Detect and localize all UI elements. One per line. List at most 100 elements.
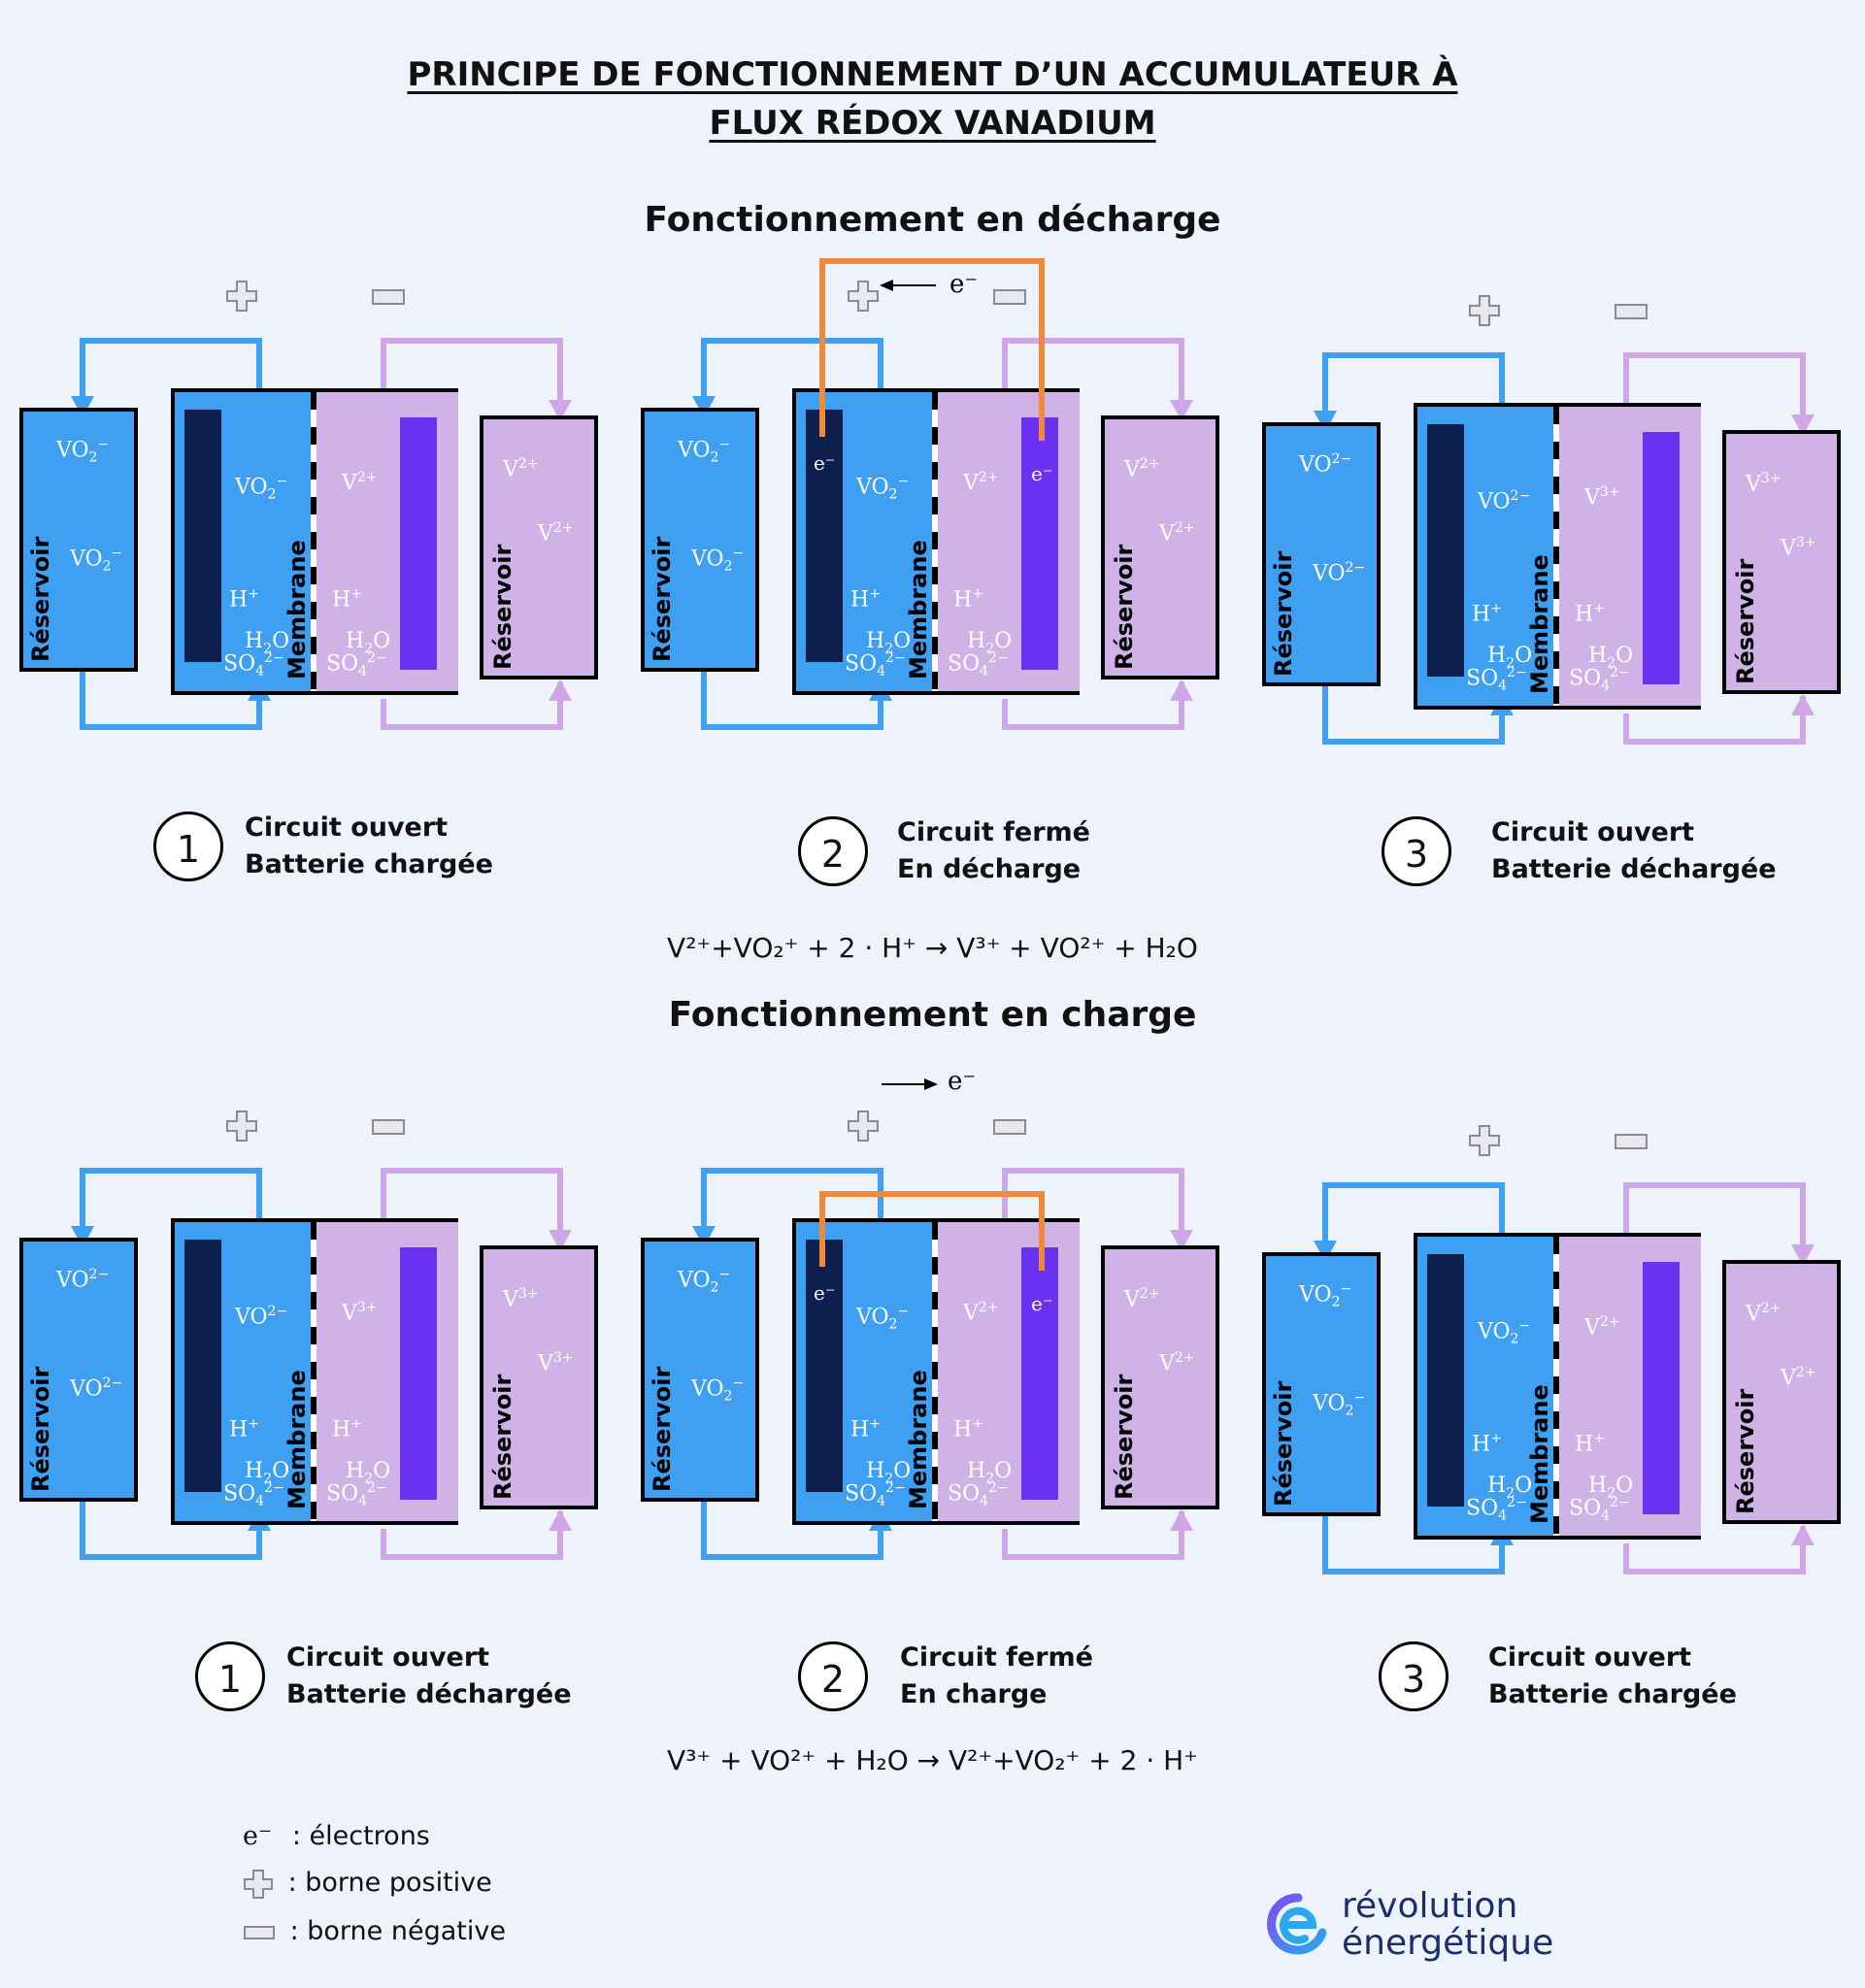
pipe (1322, 352, 1328, 411)
pipe (878, 1168, 883, 1226)
membrane (311, 1222, 316, 1521)
electrochemical-cell: Membrane VO2− V3+ H+ H+ H2O SO42− H2O SO42− (171, 1218, 458, 1525)
plus-terminal-icon (848, 281, 879, 312)
logo-line-2: énergétique (1342, 1923, 1554, 1963)
caption-line-1: Circuit fermé (900, 1642, 1093, 1673)
logo-mark-icon (1267, 1893, 1327, 1955)
flow-arrow-icon (71, 396, 94, 417)
ion-label: VO2− (1478, 488, 1531, 514)
negative-electrode (184, 410, 221, 662)
pipe (1179, 1511, 1184, 1560)
ion-label: V2+ (1584, 1314, 1620, 1341)
minus-terminal-icon (993, 1119, 1026, 1135)
ion-label: SO42− (223, 650, 284, 679)
charge-heading: Fonctionnement en charge (668, 995, 1197, 1035)
electrochemical-cell: Membrane VO2− V3+ H+ H+ H2O SO42− H2O SO42− (1414, 403, 1701, 710)
ion-label: H2O (967, 629, 1013, 657)
ion-label: H2O (346, 629, 391, 657)
positive-electrode (400, 417, 437, 670)
ion-label: H+ (332, 1416, 362, 1442)
membrane-label: Membrane (905, 1370, 932, 1509)
pipe (1623, 352, 1629, 411)
pipe (1623, 1569, 1806, 1574)
flow-arrow-icon (1170, 1509, 1193, 1531)
flow-arrow-icon (71, 1226, 94, 1247)
pipe (1499, 352, 1505, 411)
ion-label: V2+ (342, 470, 378, 496)
caption-line-1: Circuit ouvert (245, 812, 449, 843)
caption-line-1: Circuit ouvert (1491, 817, 1695, 847)
ion-label: H+ (229, 586, 259, 613)
ion-label: V3+ (342, 1300, 378, 1326)
pipe (819, 258, 825, 437)
pipe (701, 724, 883, 730)
pipe (819, 258, 1045, 264)
flow-arrow-icon (1170, 1230, 1193, 1251)
pipe (701, 1168, 883, 1174)
pipe (1623, 739, 1806, 745)
flow-arrow-icon (1314, 411, 1337, 432)
pipe (1002, 1168, 1008, 1226)
electron-label: e⁻ (949, 270, 979, 299)
pipe (557, 338, 563, 400)
caption-line-2: Batterie chargée (245, 849, 493, 879)
membrane (1553, 1237, 1559, 1536)
ion-label: VO2− (856, 474, 910, 503)
caption-line-2: Batterie déchargée (286, 1679, 572, 1709)
membrane-label: Membrane (283, 1370, 311, 1509)
reservoir-positive: Réservoir VO2− VO2− (641, 408, 759, 672)
reservoir-positive: Réservoir VO2− VO2− (1262, 1252, 1381, 1516)
reservoir-positive: Réservoir VO2− VO2− (19, 1238, 138, 1502)
ion-label: H+ (850, 1416, 881, 1442)
flow-arrow-icon (1791, 1524, 1815, 1545)
reservoir-positive: Réservoir VO2− VO2− (19, 408, 138, 672)
pipe (701, 1500, 707, 1560)
pipe (819, 1191, 1045, 1197)
pipe (878, 699, 883, 730)
step-number: 1 (153, 812, 223, 881)
pipe (1322, 1182, 1505, 1188)
positive-electrode (1643, 432, 1680, 684)
ion-label: VO2− (56, 437, 110, 466)
brand-logo: révolution énergétique (1262, 1888, 1612, 1966)
pipe (701, 670, 707, 730)
minus-terminal-icon (993, 289, 1026, 305)
charge-cell-3: Réservoir VO2− VO2− Membrane VO2− V2+ H+ H+ H2O S… (1262, 1107, 1865, 1574)
membrane (932, 1222, 938, 1521)
minus-terminal-icon (372, 1119, 405, 1135)
negative-electrode (184, 1240, 221, 1492)
reservoir-negative: Réservoir V3+ V3+ (1722, 430, 1841, 694)
ion-label: V3+ (1746, 471, 1782, 497)
pipe (1322, 684, 1328, 745)
pipe (1623, 1182, 1629, 1241)
ion-label: H+ (229, 1416, 259, 1442)
plus-terminal-icon (226, 281, 257, 312)
ion-label: VO2− (70, 546, 123, 575)
ion-label: H+ (332, 586, 362, 613)
discharge-cell-1: Réservoir VO2− VO2− Membrane VO2− V2+ H+ H+ H2O S… (19, 262, 641, 730)
membrane (932, 392, 938, 691)
membrane (1553, 407, 1559, 706)
plus-terminal-icon (226, 1110, 257, 1142)
caption-line-2: En charge (900, 1679, 1048, 1709)
pipe (1322, 1182, 1328, 1241)
pipe (80, 1168, 262, 1174)
pipe (1039, 258, 1045, 441)
ion-label: VO2− (235, 474, 288, 503)
membrane-label: Membrane (1526, 554, 1553, 694)
charge-cell-1: Réservoir VO2− VO2− Membrane VO2− V3+ H+ H+ H2O S… (19, 1092, 641, 1560)
pipe (1179, 681, 1184, 730)
reservoir-label: Réservoir (1111, 544, 1138, 670)
pipe (1623, 1543, 1629, 1574)
reservoir-negative: Réservoir V2+ V2+ (480, 415, 598, 679)
positive-electrode (1643, 1262, 1680, 1514)
ion-label: VO2− (678, 1267, 731, 1296)
ion-label: V2+ (963, 470, 999, 496)
ion-label: H2O (245, 1459, 290, 1487)
ion-label: H+ (1472, 601, 1502, 627)
ion-label: VO2− (56, 1267, 110, 1293)
caption-text: Circuit ouvert Batterie chargée (245, 810, 493, 883)
pipe (381, 338, 386, 396)
pipe (1002, 338, 1008, 396)
minus-terminal-icon (372, 289, 405, 305)
